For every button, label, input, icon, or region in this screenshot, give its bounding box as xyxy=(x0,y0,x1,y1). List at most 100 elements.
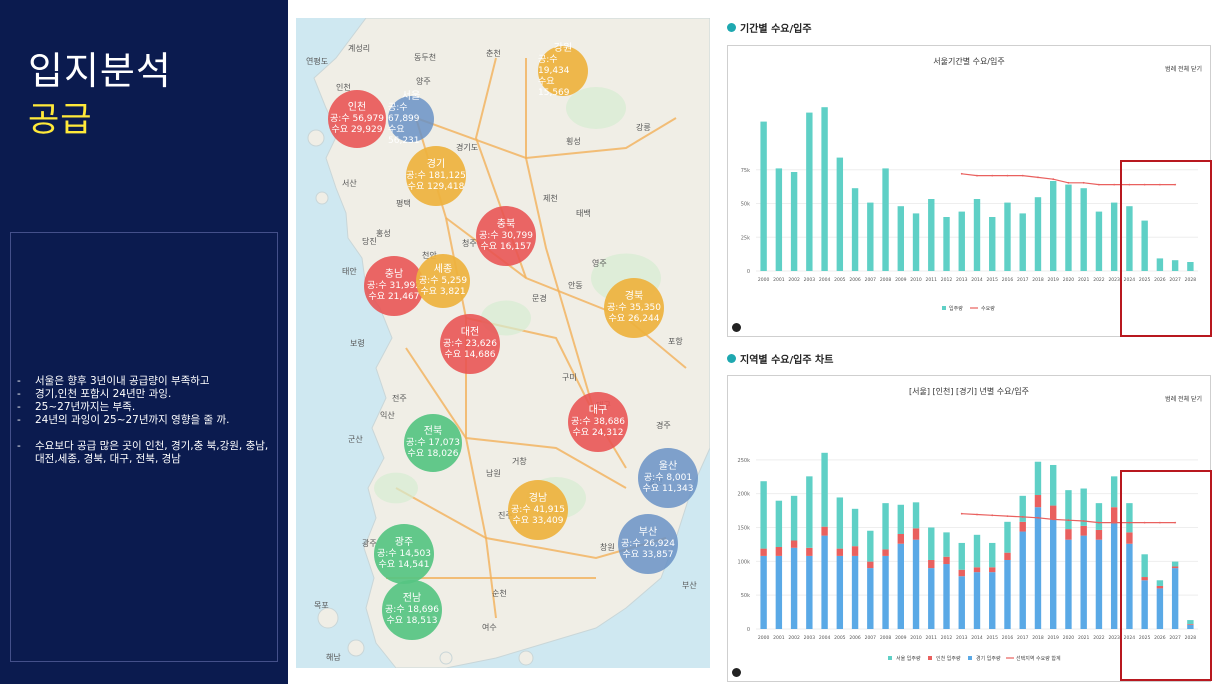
bar xyxy=(1019,531,1026,629)
bar xyxy=(1156,258,1164,271)
bar xyxy=(1095,539,1103,629)
x-tick-label: 2000 xyxy=(758,635,770,641)
region-bubble[interactable]: 서울 공:수 67,899 수요 56,231 xyxy=(388,91,434,146)
highlight-frame-period xyxy=(1120,160,1212,337)
region-bubble[interactable]: 인천 공:수 56,979 수요 29,929 xyxy=(328,90,386,148)
region-bubble[interactable]: 경기 공:수 181,125 수요 129,418 xyxy=(406,146,466,206)
bubble-name: 경북 xyxy=(624,291,644,302)
demand-point xyxy=(1021,516,1024,518)
x-tick-label: 2009 xyxy=(895,277,907,283)
map-city-label: 청주 xyxy=(462,239,477,248)
region-bubble[interactable]: 대구 공:수 38,686 수요 24,312 xyxy=(568,392,628,452)
map-city-label: 서산 xyxy=(342,179,357,188)
bubble-demand: 수요 18,026 xyxy=(407,449,459,459)
bubble-name: 충남 xyxy=(384,269,404,280)
legend-toggle-button[interactable]: 범례 전체 닫기 xyxy=(1165,66,1202,73)
chart-region-svg: 0 50k 100k 150k 200k 250k 2000 2001 2002 2003 2004… xyxy=(738,452,1198,662)
section-title-region: 지역별 수요/입주 차트 xyxy=(727,351,833,366)
x-tick-label: 2001 xyxy=(773,635,785,641)
bar xyxy=(943,564,950,629)
x-tick-label: 2017 xyxy=(1017,277,1029,283)
x-tick-label: 2016 xyxy=(1002,277,1014,283)
x-tick-label: 2012 xyxy=(941,635,953,641)
bubble-supply: 공:수 19,434 xyxy=(538,55,570,76)
bar xyxy=(1065,490,1072,530)
bubble-name: 인천 xyxy=(347,102,367,113)
region-bubble[interactable]: 충남 공:수 31,992 수요 21,467 xyxy=(364,256,424,316)
bubble-supply: 공:수 35,350 xyxy=(607,303,661,313)
bar xyxy=(1095,503,1103,530)
bar xyxy=(806,112,813,271)
region-bubble[interactable]: 전남 공:수 18,696 수요 18,513 xyxy=(382,580,442,640)
x-tick-label: 2010 xyxy=(910,635,922,641)
x-tick-label: 2025 xyxy=(1139,635,1151,641)
bubble-name: 대구 xyxy=(588,405,608,416)
bar xyxy=(1171,561,1179,567)
bubble-demand: 수요 56,231 xyxy=(388,125,420,146)
x-tick-label: 2004 xyxy=(819,277,831,283)
bar xyxy=(790,495,798,541)
demand-point xyxy=(1128,183,1131,186)
x-tick-label: 2001 xyxy=(773,277,785,283)
map-city-label: 평택 xyxy=(396,199,411,208)
bubble-supply: 공:수 38,686 xyxy=(571,417,625,427)
bar xyxy=(1141,580,1148,629)
region-bubble[interactable]: 경남 공:수 41,915 수요 33,409 xyxy=(508,480,568,540)
bubble-supply: 공:수 5,259 xyxy=(418,276,468,286)
map-city-label: 당진 xyxy=(362,237,377,246)
region-bubble[interactable]: 충북 공:수 30,799 수요 16,157 xyxy=(476,206,536,266)
demand-point xyxy=(1113,521,1116,524)
bar xyxy=(836,548,844,556)
x-tick-label: 2002 xyxy=(788,635,800,641)
demand-point xyxy=(1098,521,1100,524)
bubble-supply: 공:수 26,924 xyxy=(621,539,675,549)
x-tick-label: 2015 xyxy=(987,635,999,641)
bar xyxy=(1034,461,1042,496)
bar xyxy=(1034,495,1042,508)
bar xyxy=(989,572,996,629)
x-tick-label: 2007 xyxy=(865,635,877,641)
region-bubble[interactable]: 경북 공:수 35,350 수요 26,244 xyxy=(604,278,664,338)
bubble-name: 전북 xyxy=(423,426,443,437)
legend-toggle-button[interactable]: 범례 전체 닫기 xyxy=(1165,396,1202,403)
bubble-name: 강원 xyxy=(553,43,573,54)
note-item: - 25~27년까지는 부족. xyxy=(17,401,271,414)
section-icon xyxy=(727,354,736,363)
region-bubble[interactable]: 부산 공:수 26,924 수요 33,857 xyxy=(618,514,678,574)
bubble-demand: 수요 18,513 xyxy=(386,616,438,626)
region-bubble[interactable]: 광주 공:수 14,503 수요 14,541 xyxy=(374,524,434,584)
map-city-label: 여수 xyxy=(482,623,497,632)
bar xyxy=(1004,559,1011,629)
map-city-label: 해남 xyxy=(326,653,341,662)
chart-title: 서울기간별 수요/입주 xyxy=(933,57,1005,66)
note-text: 24년의 과잉이 25~27년까지 영향을 줄 까. xyxy=(35,414,230,426)
bubble-demand: 수요 3,821 xyxy=(420,287,466,297)
bar xyxy=(1110,523,1118,629)
region-bubble[interactable]: 강원 공:수 19,434 수요 15,569 xyxy=(538,43,588,98)
bubble-demand: 수요 21,467 xyxy=(368,292,420,302)
legend-swatch xyxy=(888,656,892,660)
note-bullet: - xyxy=(17,440,21,452)
map-city-label: 구미 xyxy=(562,373,577,382)
bar xyxy=(1187,624,1194,629)
region-bubble[interactable]: 세종 공:수 5,259 수요 3,821 xyxy=(416,254,470,308)
bar xyxy=(806,555,813,629)
region-bubble[interactable]: 울산 공:수 8,001 수요 11,343 xyxy=(638,448,698,508)
legend-label: 경기 입주량 xyxy=(976,655,1001,662)
x-tick-label: 2022 xyxy=(1093,635,1105,641)
map-city-label: 영주 xyxy=(592,259,607,268)
map-city-label: 익산 xyxy=(380,411,395,420)
bar xyxy=(973,199,981,271)
x-tick-label: 2017 xyxy=(1017,635,1029,641)
map-city-label: 부산 xyxy=(682,581,697,590)
map-city-label: 안동 xyxy=(568,281,583,290)
x-tick-label: 2018 xyxy=(1032,277,1044,283)
region-bubble[interactable]: 전북 공:수 17,073 수요 18,026 xyxy=(404,414,462,472)
bar xyxy=(928,527,935,560)
region-bubble[interactable]: 대전 공:수 23,626 수요 14,686 xyxy=(440,314,500,374)
x-tick-label: 2028 xyxy=(1185,277,1197,283)
map-city-label: 목포 xyxy=(314,601,329,610)
map-road xyxy=(415,117,677,160)
map-island xyxy=(307,129,325,147)
bar xyxy=(1050,181,1057,271)
